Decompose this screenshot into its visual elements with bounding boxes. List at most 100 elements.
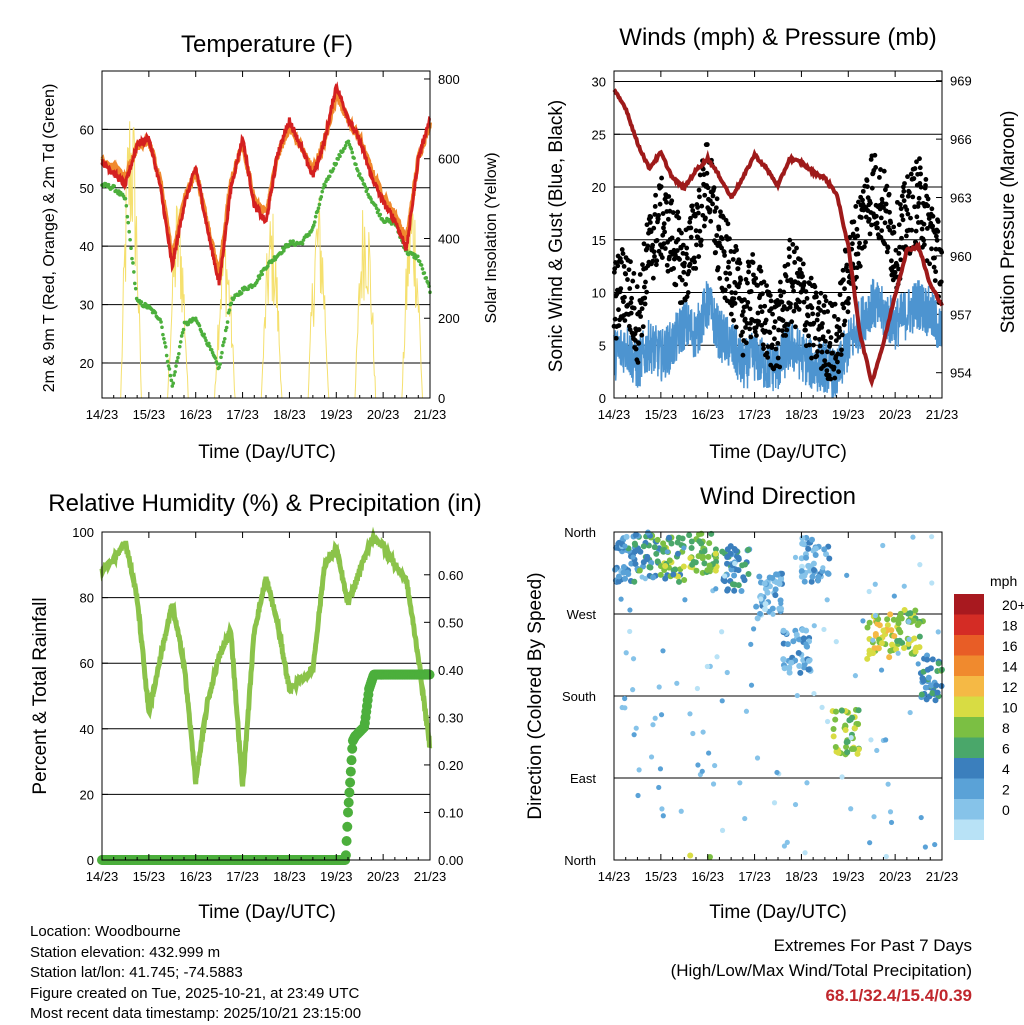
direction-point xyxy=(719,629,725,635)
gust-point xyxy=(743,325,748,330)
direction-point xyxy=(805,657,812,664)
gust-point xyxy=(715,265,721,270)
direction-point xyxy=(872,612,879,619)
direction-point xyxy=(632,541,639,548)
direction-point xyxy=(918,814,924,821)
dewpoint-point xyxy=(131,261,135,265)
gust-point xyxy=(916,200,922,206)
legend-title: mph xyxy=(990,573,1017,589)
dewpoint-point xyxy=(327,174,332,179)
wind-ytick-label: 25 xyxy=(592,127,606,142)
direction-point xyxy=(848,806,854,812)
direction-point xyxy=(627,628,633,635)
gust-point xyxy=(785,322,791,327)
gust-point xyxy=(664,262,670,268)
dewpoint-point xyxy=(127,229,131,234)
gust-point xyxy=(925,203,931,209)
gust-point xyxy=(702,192,708,198)
direction-point xyxy=(835,749,842,756)
direction-point xyxy=(901,645,908,652)
gust-point xyxy=(811,320,817,326)
gust-point xyxy=(648,229,654,235)
direction-point xyxy=(639,574,645,580)
direction-point xyxy=(846,717,853,724)
gust-point xyxy=(744,303,750,309)
direction-point xyxy=(712,762,718,769)
gust-point xyxy=(817,343,823,349)
precip-y2tick-label: 0.20 xyxy=(438,758,463,773)
gust-point xyxy=(685,290,691,295)
gust-point xyxy=(648,214,654,220)
direction-point xyxy=(929,690,936,697)
gust-point xyxy=(673,252,678,258)
direction-point xyxy=(631,578,638,585)
direction-point xyxy=(801,578,808,585)
direction-point xyxy=(776,580,783,587)
gust-point xyxy=(935,229,941,234)
wind-ytick-label: 5 xyxy=(599,338,606,353)
direction-point xyxy=(688,545,695,552)
dewpoint-point xyxy=(287,242,292,247)
gust-point xyxy=(886,191,892,197)
gust-point xyxy=(778,279,783,285)
gust-point xyxy=(868,200,873,206)
temp-xtick-label: 20/23 xyxy=(367,407,400,422)
gust-point xyxy=(615,263,621,269)
direction-tick-label: North xyxy=(564,853,596,868)
direction-tick-label: East xyxy=(570,771,596,786)
gust-point xyxy=(639,306,645,312)
gust-point xyxy=(733,290,738,296)
direction-point xyxy=(622,705,628,711)
gust-point xyxy=(935,219,941,224)
direction-point xyxy=(772,586,779,593)
dewpoint-point xyxy=(373,203,378,208)
direction-point xyxy=(732,560,738,567)
gust-point xyxy=(710,193,716,199)
gust-point xyxy=(684,294,690,300)
gust-point xyxy=(843,248,849,254)
solar-ylabel: Solar Insolation (Yellow) xyxy=(483,152,500,323)
wind-ytick-label: 0 xyxy=(599,391,606,406)
dewpoint-point xyxy=(170,384,175,388)
gust-point xyxy=(681,269,687,275)
direction-point xyxy=(922,844,928,850)
dewpoint-point xyxy=(315,209,320,214)
gust-point xyxy=(636,340,642,346)
dir-xtick-label: 18/23 xyxy=(785,869,818,884)
extremes-subtitle: (High/Low/Max Wind/Total Precipitation) xyxy=(670,961,972,980)
gust-point xyxy=(753,275,759,281)
gust-point xyxy=(875,225,880,231)
solar-y2tick-label: 600 xyxy=(438,152,460,167)
gust-point xyxy=(882,241,888,247)
gust-point xyxy=(654,237,660,243)
gust-point xyxy=(815,349,820,354)
station-info: Location: Woodbourne Station elevation: … xyxy=(30,922,361,1025)
direction-point xyxy=(895,650,901,656)
direction-point xyxy=(623,650,629,656)
dewpoint-point xyxy=(282,249,286,253)
gust-point xyxy=(655,216,661,222)
direction-point xyxy=(687,711,693,717)
direction-point xyxy=(915,661,921,667)
gust-point xyxy=(738,277,744,283)
gust-point xyxy=(908,171,914,177)
gust-point xyxy=(771,325,777,330)
gust-point xyxy=(695,235,701,240)
gust-point xyxy=(726,283,732,289)
direction-point xyxy=(762,601,769,608)
gust-point xyxy=(878,167,883,172)
direction-point xyxy=(910,617,917,624)
gust-point xyxy=(803,327,808,333)
gust-point xyxy=(884,249,890,255)
pressure-y2tick-label: 960 xyxy=(950,249,972,264)
gust-point xyxy=(679,230,684,236)
gust-point xyxy=(656,212,662,218)
gust-point xyxy=(642,295,648,301)
precip-point xyxy=(341,835,352,846)
gust-point xyxy=(693,266,699,271)
direction-point xyxy=(800,541,807,548)
gust-point xyxy=(669,198,675,204)
direction-point xyxy=(918,691,925,698)
direction-point xyxy=(821,546,828,553)
temp-ytick-label: 60 xyxy=(80,122,94,137)
